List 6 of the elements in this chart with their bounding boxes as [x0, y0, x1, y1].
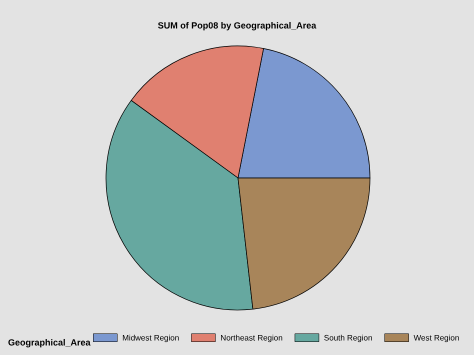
legend-label: South Region	[324, 333, 372, 342]
legend-label: Midwest Region	[122, 333, 180, 342]
legend-label: West Region	[414, 333, 460, 342]
legend-label: Northeast Region	[220, 333, 283, 342]
chart-title: SUM of Pop08 by Geographical_Area	[158, 20, 318, 30]
legend-title: Geographical_Area	[8, 338, 92, 348]
